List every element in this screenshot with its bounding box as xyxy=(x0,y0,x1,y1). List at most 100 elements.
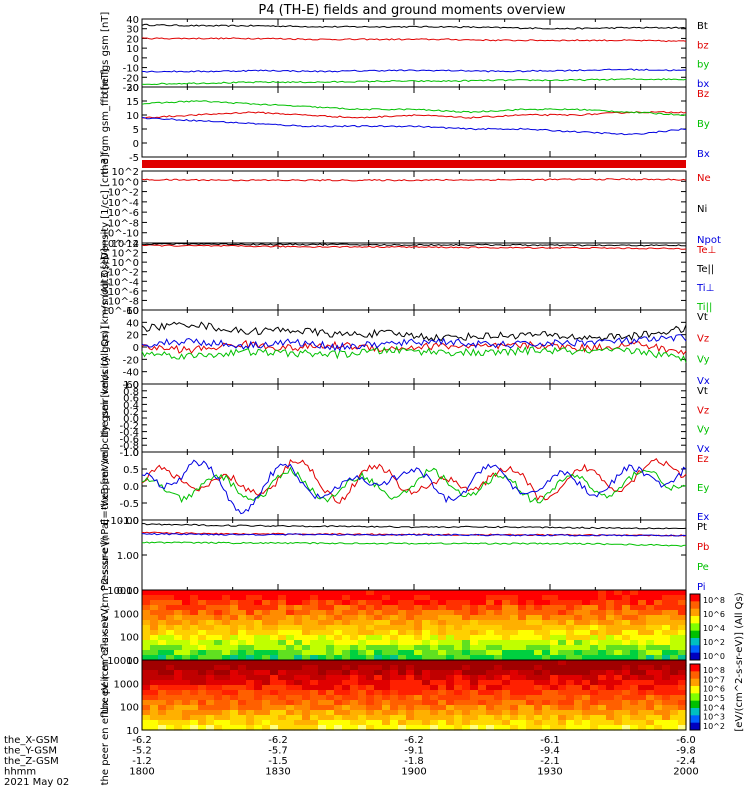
heatmap-cell xyxy=(614,650,623,656)
heatmap-cell xyxy=(446,655,455,661)
heatmap-cell xyxy=(238,655,247,661)
heatmap-cell xyxy=(286,615,295,621)
heatmap-cell xyxy=(302,705,311,711)
heatmap-cell xyxy=(158,710,167,716)
heatmap-cell xyxy=(270,635,279,641)
heatmap-cell xyxy=(454,705,463,711)
heatmap-cell xyxy=(598,605,607,611)
colorbar-segment xyxy=(690,630,700,639)
panel-frame xyxy=(141,18,687,88)
heatmap-cell xyxy=(254,670,263,676)
heatmap-cell xyxy=(494,625,503,631)
heatmap-cell xyxy=(166,590,175,596)
heatmap-cell xyxy=(630,605,639,611)
heatmap-cell xyxy=(222,645,231,651)
heatmap-cell xyxy=(574,645,583,651)
heatmap-cell xyxy=(390,725,399,731)
heatmap-cell xyxy=(278,695,287,701)
heatmap-cell xyxy=(246,675,255,681)
heatmap-cell xyxy=(462,685,471,691)
heatmap-cell xyxy=(462,650,471,656)
heatmap-cell xyxy=(438,720,447,726)
heatmap-cell xyxy=(670,695,679,701)
heatmap-cell xyxy=(406,605,415,611)
heatmap-cell xyxy=(286,625,295,631)
heatmap-cell xyxy=(150,590,159,596)
heatmap-cell xyxy=(142,725,151,731)
heatmap-cell xyxy=(606,645,615,651)
heatmap-cell xyxy=(158,605,167,611)
heatmap-cell xyxy=(414,600,423,606)
heatmap-cell xyxy=(374,590,383,596)
heatmap-cell xyxy=(366,615,375,621)
heatmap-cell xyxy=(462,675,471,681)
heatmap-cell xyxy=(230,650,239,656)
heatmap-cell xyxy=(286,660,295,666)
heatmap-cell xyxy=(670,635,679,641)
heatmap-cell xyxy=(430,720,439,726)
heatmap-cell xyxy=(438,615,447,621)
heatmap-cell xyxy=(206,600,215,606)
heatmap-cell xyxy=(238,725,247,731)
heatmap-cell xyxy=(598,635,607,641)
heatmap-cell xyxy=(654,650,663,656)
heatmap-cell xyxy=(526,615,535,621)
heatmap-cell xyxy=(238,625,247,631)
heatmap-cell xyxy=(326,605,335,611)
heatmap-cell xyxy=(470,590,479,596)
heatmap-cell xyxy=(350,655,359,661)
heatmap-cell xyxy=(662,715,671,721)
heatmap-cell xyxy=(390,610,399,616)
heatmap-cell xyxy=(390,700,399,706)
heatmap-cell xyxy=(358,590,367,596)
heatmap-cell xyxy=(382,680,391,686)
heatmap-cell xyxy=(478,655,487,661)
heatmap-cell xyxy=(598,590,607,596)
heatmap-cell xyxy=(462,665,471,671)
heatmap-cell xyxy=(662,610,671,616)
heatmap-cell xyxy=(302,700,311,706)
heatmap-cell xyxy=(566,645,575,651)
heatmap-cell xyxy=(622,670,631,676)
heatmap-cell xyxy=(342,670,351,676)
heatmap-cell xyxy=(558,710,567,716)
y-tick-label: 10^-8 xyxy=(108,218,139,229)
heatmap-cell xyxy=(670,645,679,651)
heatmap-cell xyxy=(238,660,247,666)
heatmap-cell xyxy=(302,680,311,686)
heatmap-cell xyxy=(454,600,463,606)
heatmap-cell xyxy=(158,700,167,706)
heatmap-cell xyxy=(494,630,503,636)
heatmap-cell xyxy=(142,705,151,711)
heatmap-cell xyxy=(382,695,391,701)
heatmap-cell xyxy=(502,600,511,606)
heatmap-cell xyxy=(510,700,519,706)
heatmap-cell xyxy=(438,690,447,696)
footer-value: -6.0 xyxy=(676,735,696,746)
heatmap-cell xyxy=(630,710,639,716)
heatmap-cell xyxy=(198,670,207,676)
heatmap-cell xyxy=(574,705,583,711)
heatmap-cell xyxy=(358,650,367,656)
heatmap-cell xyxy=(254,720,263,726)
heatmap-cell xyxy=(150,685,159,691)
heatmap-cell xyxy=(478,685,487,691)
heatmap-cell xyxy=(414,665,423,671)
heatmap-cell xyxy=(382,610,391,616)
heatmap-cell xyxy=(318,700,327,706)
heatmap-cell xyxy=(558,630,567,636)
heatmap-cell xyxy=(670,675,679,681)
heatmap-cell xyxy=(262,660,271,666)
heatmap-cell xyxy=(646,615,655,621)
heatmap-cell xyxy=(190,675,199,681)
heatmap-cell xyxy=(350,675,359,681)
heatmap-cell xyxy=(454,625,463,631)
heatmap-cell xyxy=(302,670,311,676)
heatmap-cell xyxy=(406,720,415,726)
heatmap-cell xyxy=(454,715,463,721)
heatmap-cell xyxy=(158,610,167,616)
colorbar-segment xyxy=(690,686,700,694)
heatmap-cell xyxy=(430,670,439,676)
heatmap-cell xyxy=(550,725,559,731)
heatmap-cell xyxy=(334,635,343,641)
